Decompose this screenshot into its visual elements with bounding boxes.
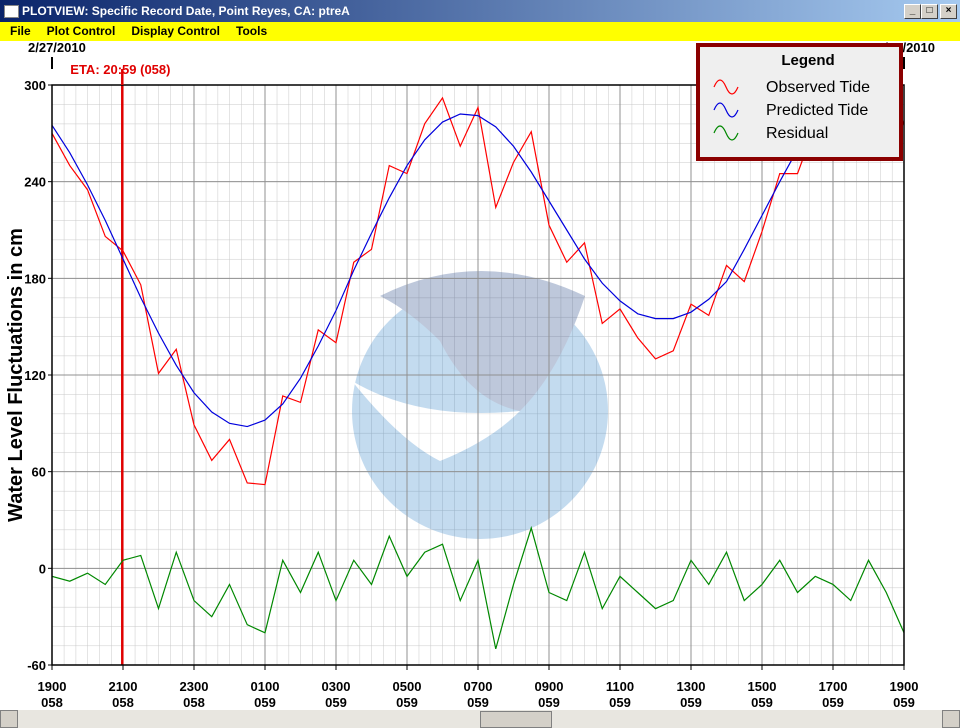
menu-item[interactable]: File	[10, 24, 31, 38]
x-tick-sublabel: 058	[41, 695, 63, 710]
title-bar: PLOTVIEW: Specific Record Date, Point Re…	[0, 0, 960, 22]
x-tick-label: 1900	[890, 679, 919, 694]
y-tick-label: 0	[39, 561, 46, 576]
eta-label: ETA: 20:59 (058)	[70, 62, 170, 77]
x-tick-sublabel: 059	[396, 695, 418, 710]
x-tick-sublabel: 059	[609, 695, 631, 710]
x-tick-label: 1300	[677, 679, 706, 694]
menu-bar: File Plot Control Display Control Tools	[0, 22, 960, 41]
x-tick-sublabel: 059	[467, 695, 489, 710]
horizontal-scrollbar[interactable]	[0, 710, 960, 728]
y-tick-label: 240	[24, 175, 46, 190]
x-tick-label: 0900	[535, 679, 564, 694]
x-tick-sublabel: 058	[112, 695, 134, 710]
y-axis-label: Water Level Fluctuations in cm	[5, 228, 27, 522]
legend-swatch	[713, 79, 739, 95]
x-tick-sublabel: 059	[680, 695, 702, 710]
x-tick-label: 1100	[606, 679, 634, 694]
series-line	[52, 525, 904, 650]
x-tick-label: 2100	[109, 679, 138, 694]
app-icon	[4, 5, 19, 18]
scroll-left[interactable]	[0, 710, 18, 728]
close-button[interactable]: ×	[940, 4, 957, 19]
scroll-right[interactable]	[942, 710, 960, 728]
menu-item[interactable]: Plot Control	[46, 24, 116, 38]
x-tick-label: 0500	[393, 679, 422, 694]
x-tick-sublabel: 059	[822, 695, 844, 710]
window-title: PLOTVIEW: Specific Record Date, Point Re…	[22, 4, 350, 18]
legend-title: Legend	[781, 52, 834, 69]
y-tick-label: -60	[27, 658, 46, 673]
x-tick-label: 1500	[748, 679, 777, 694]
y-tick-label: 300	[24, 78, 46, 93]
x-tick-sublabel: 059	[538, 695, 560, 710]
legend-label: Predicted Tide	[766, 102, 868, 119]
scroll-thumb[interactable]	[480, 711, 552, 728]
menu-item[interactable]: Display Control	[131, 24, 221, 38]
legend-label: Observed Tide	[766, 79, 870, 96]
x-tick-label: 0300	[322, 679, 351, 694]
series-line	[52, 85, 904, 486]
x-tick-sublabel: 059	[893, 695, 915, 710]
legend-label: Residual	[766, 125, 828, 142]
series-line	[52, 85, 836, 428]
legend-box	[696, 43, 903, 161]
y-tick-label: 180	[24, 271, 46, 286]
x-tick-sublabel: 059	[254, 695, 276, 710]
chart: 2/27/2010 2/28/2010 Water Level Fluctuat…	[0, 41, 960, 710]
x-tick-label: 1900	[38, 679, 67, 694]
y-tick-label: 120	[24, 368, 46, 383]
menu-item[interactable]: Tools	[236, 24, 268, 38]
x-tick-label: 0700	[464, 679, 493, 694]
x-tick-label: 2300	[180, 679, 209, 694]
x-tick-sublabel: 058	[183, 695, 205, 710]
start-date: 2/27/2010	[28, 41, 86, 55]
minimize-button[interactable]: _	[904, 4, 921, 19]
x-tick-label: 1700	[819, 679, 848, 694]
x-tick-label: 0100	[251, 679, 280, 694]
legend-swatch	[713, 125, 739, 141]
maximize-button[interactable]: □	[921, 4, 938, 19]
x-tick-sublabel: 059	[751, 695, 773, 710]
legend-swatch	[713, 102, 739, 118]
x-tick-sublabel: 059	[325, 695, 347, 710]
y-tick-label: 60	[32, 465, 46, 480]
